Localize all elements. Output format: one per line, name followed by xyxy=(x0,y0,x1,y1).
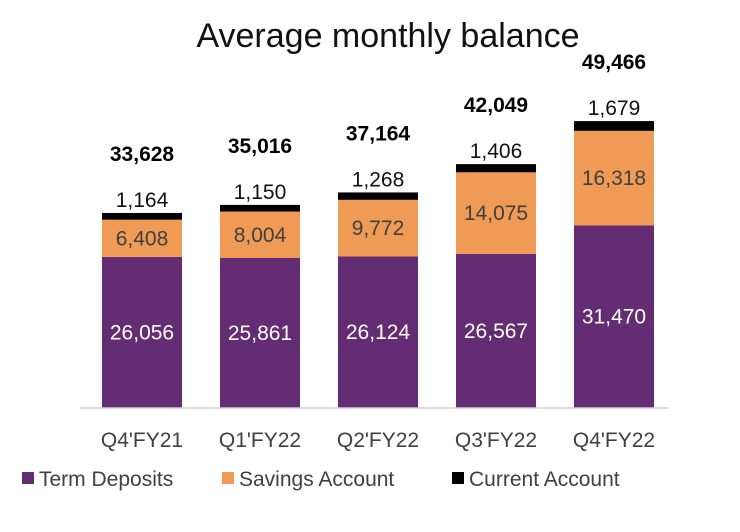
data-label-current-account: 1,150 xyxy=(234,181,287,204)
data-label-savings-account: 9,772 xyxy=(352,217,405,240)
data-label-term-deposits: 31,470 xyxy=(582,306,646,329)
x-tick-label: Q1'FY22 xyxy=(219,429,301,452)
bar-savings-account xyxy=(574,130,654,226)
total-label: 33,628 xyxy=(110,143,175,166)
bar-term-deposits xyxy=(338,256,418,408)
bar-current-account xyxy=(338,192,418,200)
legend-swatch-current-account xyxy=(452,472,464,484)
data-label-term-deposits: 25,861 xyxy=(228,322,292,345)
data-label-current-account: 1,406 xyxy=(470,140,523,163)
data-label-savings-account: 8,004 xyxy=(234,224,287,247)
legend: Term Deposits Savings Account Current Acco… xyxy=(22,468,620,491)
x-axis-ticks: Q4'FY21 Q1'FY22 Q2'FY22 Q3'FY22 Q4'FY22 xyxy=(101,429,655,452)
bars: 26,056 6,408 1,164 33,628 25,861 8,004 1,150 35… xyxy=(102,51,654,408)
chart-title: Average monthly balance xyxy=(196,17,579,55)
data-label-term-deposits: 26,056 xyxy=(110,321,174,344)
x-tick-label: Q4'FY22 xyxy=(573,429,655,452)
data-label-savings-account: 14,075 xyxy=(464,202,528,225)
bar-savings-account xyxy=(456,172,536,254)
x-tick-label: Q4'FY21 xyxy=(101,429,183,452)
bar-savings-account xyxy=(220,211,300,259)
total-label: 42,049 xyxy=(464,94,528,117)
bar-current-account xyxy=(102,212,182,220)
bar-current-account xyxy=(220,204,300,212)
bar-savings-account xyxy=(338,199,418,257)
data-label-current-account: 1,164 xyxy=(116,189,169,212)
legend-label-term-deposits: Term Deposits xyxy=(39,468,173,491)
total-label: 49,466 xyxy=(582,51,646,74)
legend-swatch-savings-account xyxy=(222,472,234,484)
data-label-term-deposits: 26,124 xyxy=(346,321,411,344)
bar-current-account xyxy=(574,121,654,131)
bar-term-deposits xyxy=(456,253,536,408)
x-tick-label: Q2'FY22 xyxy=(337,429,419,452)
data-label-savings-account: 16,318 xyxy=(582,167,646,190)
bar-term-deposits xyxy=(102,256,182,408)
data-label-current-account: 1,679 xyxy=(588,97,641,120)
data-label-savings-account: 6,408 xyxy=(116,227,169,250)
bar-current-account xyxy=(456,164,536,173)
data-label-current-account: 1,268 xyxy=(352,168,405,191)
data-label-term-deposits: 26,567 xyxy=(464,320,528,343)
bar-term-deposits xyxy=(574,225,654,408)
total-label: 35,016 xyxy=(228,135,292,158)
legend-label-current-account: Current Account xyxy=(469,468,620,491)
total-label: 37,164 xyxy=(346,122,411,145)
legend-label-savings-account: Savings Account xyxy=(239,468,394,491)
bar-term-deposits xyxy=(220,258,300,408)
legend-swatch-term-deposits xyxy=(22,472,34,484)
bar-savings-account xyxy=(102,219,182,257)
x-tick-label: Q3'FY22 xyxy=(455,429,537,452)
